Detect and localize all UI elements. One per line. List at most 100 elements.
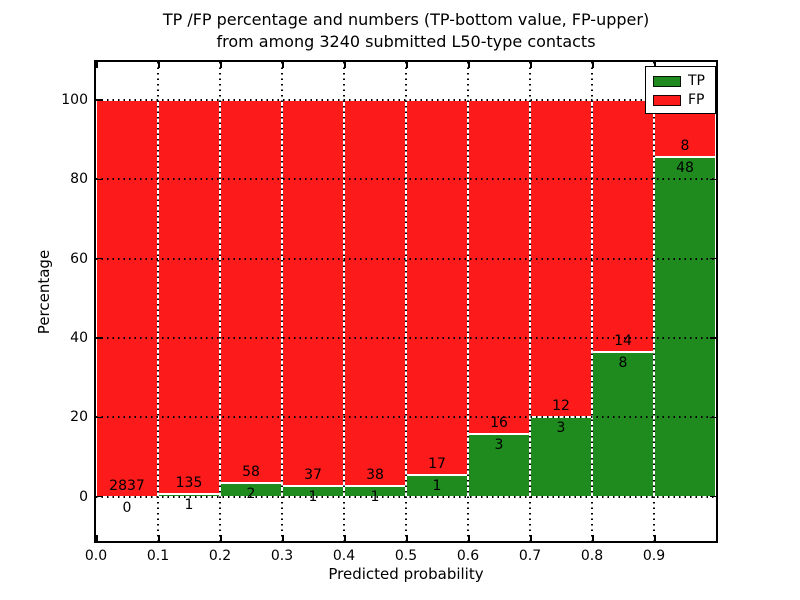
y-tick-mark	[710, 257, 716, 260]
x-tick-label: 0.3	[270, 548, 294, 564]
x-tick-mark	[158, 62, 160, 68]
y-tick-mark	[96, 337, 102, 339]
y-tick-label: 100	[61, 92, 88, 109]
bar-count-tp: 0	[122, 499, 132, 516]
x-tick-mark	[406, 62, 408, 68]
x-tick-label: 0.2	[208, 548, 232, 564]
legend-swatch-fp	[653, 95, 681, 106]
bar-segment-tp	[468, 433, 530, 497]
x-tick-mark	[654, 62, 656, 68]
gridline-vertical	[281, 62, 283, 541]
y-tick-label: 80	[70, 171, 88, 188]
bar-count-fp: 8	[680, 137, 690, 154]
legend-swatch-tp	[653, 76, 681, 87]
y-tick-mark	[96, 257, 102, 260]
bar-count-fp: 58	[242, 464, 260, 481]
y-tick-mark	[96, 495, 102, 498]
bar-count-tp: 48	[676, 159, 694, 176]
gridline-vertical	[343, 62, 345, 541]
x-tick-label: 0.0	[84, 548, 108, 564]
gridline-vertical	[591, 62, 593, 541]
bar-count-tp: 1	[308, 489, 318, 506]
bar-count-tp: 3	[494, 436, 504, 453]
y-tick-label: 0	[79, 488, 88, 505]
x-tick-mark	[282, 62, 284, 68]
gridline-vertical	[405, 62, 407, 541]
x-tick-mark	[530, 535, 532, 541]
chart-title: TP /FP percentage and numbers (TP-bottom…	[96, 9, 716, 53]
plot-area: 2837 0 135 1 58 2 37 1 38 1 17 1 16 3 12 3 14 8 8 48	[94, 60, 718, 543]
legend: TP FP	[645, 66, 716, 114]
legend-item: TP	[646, 72, 715, 91]
bar-count-fp: 38	[366, 467, 384, 484]
gridline-vertical	[653, 62, 655, 541]
bar-count-fp: 16	[490, 414, 508, 431]
x-tick-mark	[468, 535, 470, 541]
bar-segment-fp	[468, 100, 530, 434]
x-tick-mark	[220, 535, 222, 541]
bar-segment-fp	[220, 100, 282, 484]
y-tick-label: 20	[70, 409, 88, 426]
legend-label: FP	[688, 92, 705, 108]
bar-count-fp: 135	[175, 474, 203, 491]
bar-count-tp: 1	[370, 489, 380, 506]
x-tick-mark	[530, 62, 532, 68]
x-tick-label: 0.4	[332, 548, 356, 564]
y-tick-mark	[96, 178, 102, 181]
gridline-vertical	[157, 62, 159, 541]
bar-segment-fp	[592, 100, 654, 353]
x-tick-label: 0.8	[580, 548, 604, 564]
bar-segment-fp	[96, 100, 158, 497]
x-tick-mark	[220, 62, 222, 68]
bar-count-fp: 12	[552, 398, 570, 415]
legend-label: TP	[688, 73, 705, 89]
x-tick-label: 0.6	[456, 548, 480, 564]
bar-segment-fp	[406, 100, 468, 475]
legend-item: FP	[646, 91, 715, 110]
bar-count-tp: 3	[556, 420, 566, 437]
x-tick-mark	[158, 535, 160, 541]
bar-count-fp: 17	[428, 455, 446, 472]
x-tick-mark	[344, 62, 346, 68]
y-tick-label: 40	[70, 329, 88, 346]
bar-count-fp: 14	[614, 333, 632, 350]
gridline-vertical	[219, 62, 221, 541]
gridline-vertical	[467, 62, 469, 541]
x-tick-mark	[592, 62, 594, 68]
x-tick-mark	[592, 535, 594, 541]
bar-count-fp: 37	[304, 467, 322, 484]
chart-title-line1: TP /FP percentage and numbers (TP-bottom…	[162, 10, 650, 29]
y-tick-mark	[710, 416, 716, 419]
y-tick-mark	[96, 99, 102, 101]
x-tick-mark	[282, 535, 284, 541]
bar-count-tp: 2	[246, 486, 256, 503]
x-tick-mark	[96, 535, 98, 541]
x-tick-label: 0.1	[146, 548, 170, 564]
y-tick-label: 60	[70, 250, 88, 267]
bar-count-fp: 2837	[109, 477, 145, 494]
y-tick-mark	[96, 416, 102, 419]
y-tick-mark	[710, 178, 716, 181]
y-tick-mark	[710, 495, 716, 498]
bar-count-tp: 8	[618, 355, 628, 372]
x-tick-mark	[654, 535, 656, 541]
bar-segment-tp	[592, 352, 654, 497]
bar-segment-fp	[282, 100, 344, 487]
x-axis-label: Predicted probability	[328, 565, 484, 583]
bar-segment-tp	[654, 156, 716, 497]
bar-segment-fp	[158, 100, 220, 494]
gridline-vertical	[529, 62, 531, 541]
bar-count-tp: 1	[184, 496, 194, 513]
x-tick-label: 0.7	[518, 548, 542, 564]
y-tick-mark	[710, 337, 716, 339]
x-tick-mark	[344, 535, 346, 541]
x-tick-label: 0.9	[642, 548, 666, 564]
x-tick-mark	[406, 535, 408, 541]
x-tick-mark	[96, 62, 98, 68]
x-tick-mark	[468, 62, 470, 68]
bar-count-tp: 1	[432, 477, 442, 494]
chart-title-line2: from among 3240 submitted L50-type conta…	[216, 32, 596, 51]
bar-segment-fp	[344, 100, 406, 487]
x-tick-label: 0.5	[394, 548, 418, 564]
